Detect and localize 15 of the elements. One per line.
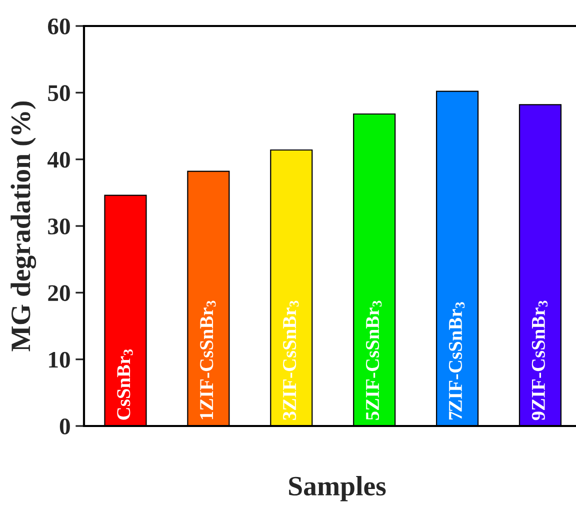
- y-tick-label: 40: [48, 152, 70, 168]
- x-tick-label: 1ZIF-CsSnBr$_{3}$: [200, 300, 216, 420]
- y-axis-title: MG degradation (%): [10, 101, 36, 352]
- y-tick-label: 60: [48, 18, 70, 34]
- x-tick-label: CsSnBr$_{3}$: [117, 349, 133, 420]
- y-tick-label: 10: [49, 352, 70, 368]
- y-tick-label: 50: [48, 85, 70, 102]
- y-tick-label: 0: [60, 418, 70, 434]
- y-tick-label: 20: [48, 285, 70, 302]
- x-tick-label: 9ZIF-CsSnBr$_{3}$: [532, 300, 548, 420]
- x-tick-label: 7ZIF-CsSnBr$_{3}$: [448, 302, 465, 420]
- y-tick-label: 30: [48, 218, 70, 234]
- x-tick-label: 3ZIF-CsSnBr$_{3}$: [283, 300, 299, 420]
- x-tick-label: 5ZIF-CsSnBr$_{3}$: [366, 300, 382, 420]
- x-axis-title: Samples: [289, 476, 386, 502]
